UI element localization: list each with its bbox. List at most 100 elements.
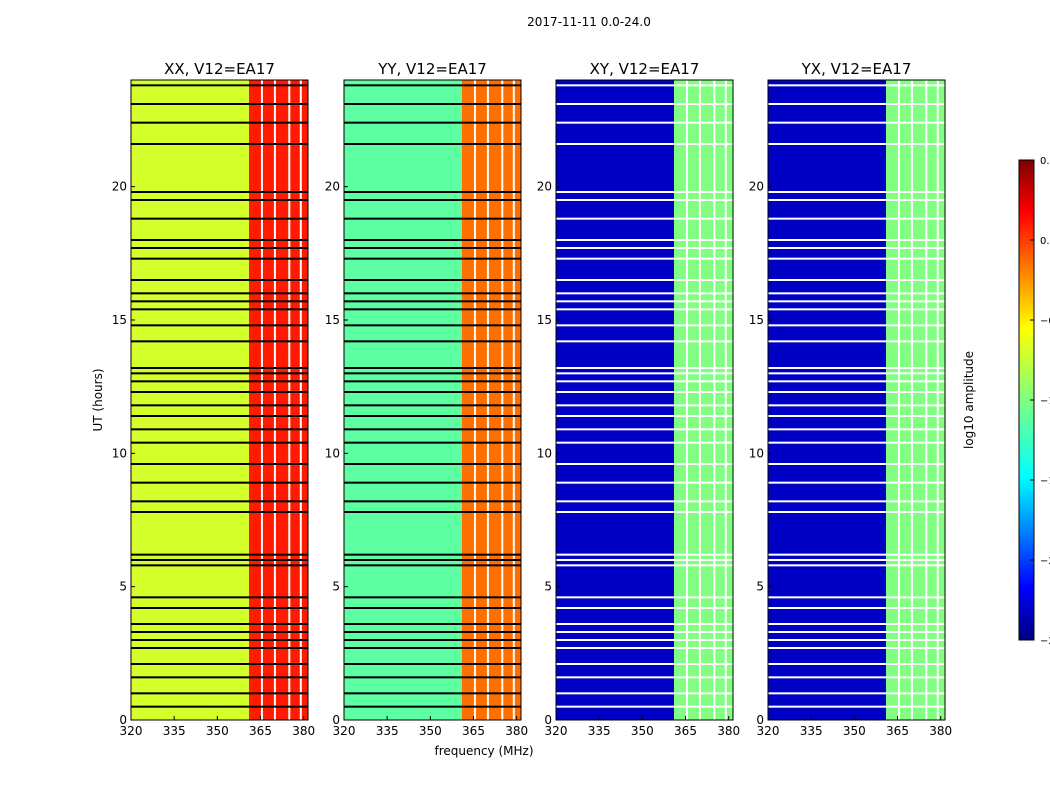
x-tick-label: 365 xyxy=(674,724,697,738)
flagged-time-row xyxy=(556,340,733,343)
flagged-time-row xyxy=(556,676,733,679)
colorbar: 0.5 0.0 −0.5 −1.0 −1.5 −2.0 −2.5 log10 amplitu… xyxy=(962,156,1050,647)
flagged-channel xyxy=(273,80,276,720)
flagged-time-row xyxy=(131,380,308,383)
colorbar-tick-label: −1.5 xyxy=(1040,476,1050,487)
flagged-time-row xyxy=(768,372,945,375)
flagged-time-row xyxy=(556,372,733,375)
flagged-time-row xyxy=(344,559,521,561)
flagged-time-row xyxy=(344,257,521,260)
flagged-time-row xyxy=(556,380,733,383)
flagged-time-row xyxy=(344,463,521,465)
flagged-channel xyxy=(685,80,688,720)
flagged-time-row xyxy=(344,367,521,369)
flagged-time-row xyxy=(131,596,308,599)
x-tick-label: 380 xyxy=(292,724,315,738)
flagged-time-row xyxy=(556,639,733,641)
x-tick-label: 350 xyxy=(206,724,229,738)
flagged-time-row xyxy=(768,564,945,567)
flagged-channel xyxy=(698,80,701,720)
flagged-time-row xyxy=(344,239,521,241)
flagged-time-row xyxy=(131,663,308,665)
flagged-time-row xyxy=(344,247,521,249)
flagged-channel xyxy=(501,80,504,720)
flagged-channel xyxy=(260,80,263,720)
flagged-time-row xyxy=(768,143,945,145)
panel-3: XY, V12=EA17 320 335 350 365 380 0 5 10 15 20 xyxy=(537,60,740,738)
y-axis-label: UT (hours) xyxy=(91,368,105,431)
panel-frame xyxy=(555,79,734,721)
flagged-time-row xyxy=(556,481,733,484)
flagged-time-row xyxy=(344,217,521,220)
colorbar-tick-label: 0.0 xyxy=(1040,236,1050,247)
flagged-time-row xyxy=(556,143,733,145)
flagged-time-row xyxy=(768,607,945,609)
y-tick-label: 20 xyxy=(749,180,764,194)
flagged-time-row xyxy=(344,292,521,295)
y-tick-label: 10 xyxy=(112,446,127,460)
flagged-time-row xyxy=(131,239,308,241)
y-tick-label: 15 xyxy=(112,313,127,327)
flagged-time-row xyxy=(556,247,733,249)
y-tick-label: 5 xyxy=(544,580,552,594)
flagged-channel xyxy=(713,80,716,720)
flagged-time-row xyxy=(131,415,308,417)
flagged-time-row xyxy=(344,404,521,407)
flagged-channel xyxy=(299,80,302,720)
flagged-time-row xyxy=(768,705,945,708)
x-tick-label: 380 xyxy=(505,724,528,738)
flagged-time-row xyxy=(344,631,521,633)
flagged-time-row xyxy=(344,692,521,695)
flagged-time-row xyxy=(344,415,521,417)
flagged-time-row xyxy=(556,324,733,327)
x-tick-label: 335 xyxy=(163,724,186,738)
panel-4: YX, V12=EA17 320 335 350 365 380 0 5 10 15 20 xyxy=(749,60,952,738)
flagged-time-row xyxy=(556,463,733,465)
flagged-time-row xyxy=(556,511,733,513)
flagged-time-row xyxy=(344,647,521,649)
y-tick-label: 15 xyxy=(749,313,764,327)
panel-frame xyxy=(767,79,946,721)
flagged-channel xyxy=(910,80,913,720)
flagged-time-row xyxy=(131,391,308,393)
flagged-time-row xyxy=(344,372,521,375)
flagged-time-row xyxy=(131,292,308,295)
x-tick-label: 320 xyxy=(757,724,780,738)
flagged-time-row xyxy=(131,428,308,431)
x-tick-label: 320 xyxy=(333,724,356,738)
flagged-time-row xyxy=(131,340,308,343)
x-tick-label: 350 xyxy=(843,724,866,738)
flagged-time-row xyxy=(768,428,945,431)
panel-title: XY, V12=EA17 xyxy=(590,60,700,78)
panel-title: YY, V12=EA17 xyxy=(377,60,487,78)
y-tick-label: 20 xyxy=(112,180,127,194)
x-tick-label: 335 xyxy=(588,724,611,738)
flagged-time-row xyxy=(556,500,733,503)
flagged-time-row xyxy=(131,404,308,407)
flagged-time-row xyxy=(768,391,945,393)
flagged-time-row xyxy=(344,481,521,484)
flagged-time-row xyxy=(768,199,945,201)
flagged-time-row xyxy=(344,705,521,708)
flagged-time-row xyxy=(344,279,521,281)
flagged-time-row xyxy=(131,199,308,201)
flagged-time-row xyxy=(768,692,945,695)
y-tick-label: 10 xyxy=(749,446,764,460)
flagged-time-row xyxy=(556,607,733,609)
flagged-time-row xyxy=(768,308,945,311)
flagged-time-row xyxy=(768,191,945,193)
flagged-time-row xyxy=(768,631,945,633)
flagged-time-row xyxy=(344,607,521,609)
y-tick-label: 0 xyxy=(756,713,764,727)
y-tick-label: 15 xyxy=(325,313,340,327)
flagged-time-row xyxy=(131,103,308,105)
flagged-time-row xyxy=(768,257,945,260)
flagged-time-row xyxy=(556,553,733,556)
colorbar-tick-label: −2.5 xyxy=(1040,636,1050,647)
flagged-time-row xyxy=(131,191,308,193)
flagged-channel xyxy=(897,80,900,720)
flagged-time-row xyxy=(768,676,945,679)
x-tick-label: 320 xyxy=(545,724,568,738)
flagged-time-row xyxy=(344,676,521,679)
